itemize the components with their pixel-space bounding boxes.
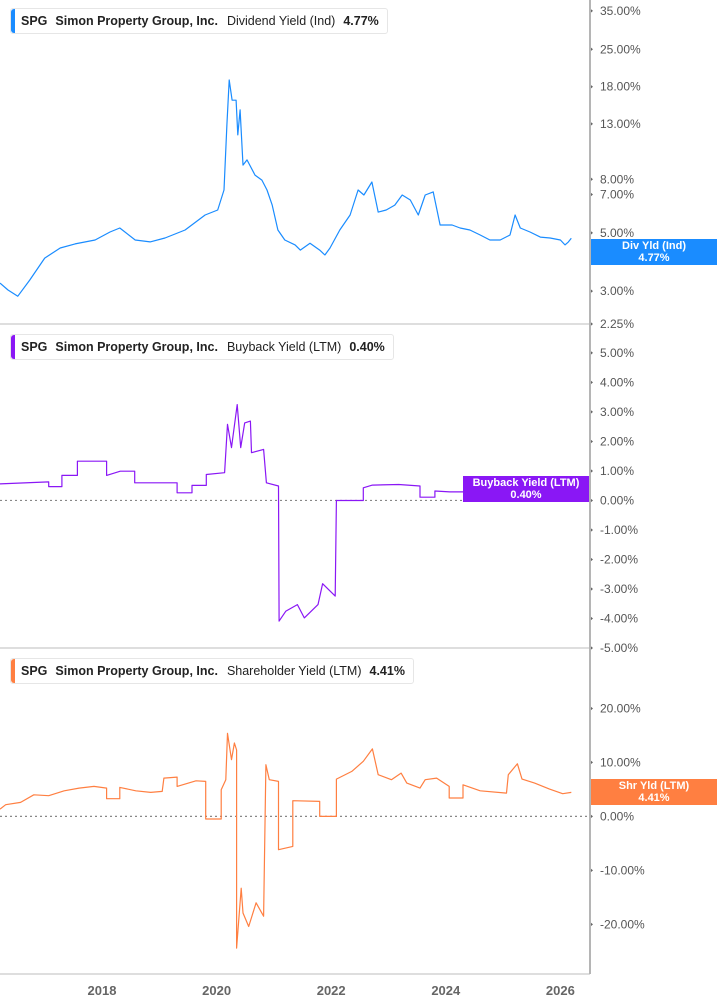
y-tick-label: 20.00% bbox=[600, 701, 641, 715]
badge-label: Div Yld (Ind) bbox=[622, 240, 686, 253]
y-tick-label: -2.00% bbox=[600, 552, 638, 566]
y-tick-label: -3.00% bbox=[600, 582, 638, 596]
y-tick-label: 7.00% bbox=[600, 188, 634, 202]
y-tick-label: -1.00% bbox=[600, 523, 638, 537]
last-value-badge-shareholder: Shr Yld (LTM) 4.41% bbox=[591, 779, 717, 806]
y-tick-label: 25.00% bbox=[600, 42, 641, 56]
badge-value: 4.41% bbox=[638, 792, 670, 805]
y-tick-label: 10.00% bbox=[600, 755, 641, 769]
legend-metric: Dividend Yield (Ind) bbox=[226, 14, 336, 28]
x-tick-label: 2022 bbox=[317, 983, 346, 998]
badge-label: Shr Yld (LTM) bbox=[618, 780, 690, 793]
legend-company: Simon Property Group, Inc. bbox=[55, 664, 218, 678]
x-tick-label: 2026 bbox=[546, 983, 575, 998]
y-tick-label: -4.00% bbox=[600, 611, 638, 625]
y-tick-label: 5.00% bbox=[600, 226, 634, 240]
legend-dividend-yield: SPG Simon Property Group, Inc. Dividend … bbox=[10, 8, 388, 34]
y-tick-label: -10.00% bbox=[600, 863, 645, 877]
legend-shareholder-yield: SPG Simon Property Group, Inc. Sharehold… bbox=[10, 658, 414, 684]
y-tick-label: 0.00% bbox=[600, 809, 634, 823]
y-tick-label: 4.00% bbox=[600, 375, 634, 389]
y-tick-label: 8.00% bbox=[600, 172, 634, 186]
legend-ticker: SPG bbox=[21, 340, 48, 354]
y-tick-label: 0.00% bbox=[600, 493, 634, 507]
legend-value: 0.40% bbox=[349, 340, 385, 354]
legend-ticker: SPG bbox=[21, 14, 48, 28]
legend-company: Simon Property Group, Inc. bbox=[55, 14, 218, 28]
legend-buyback-yield: SPG Simon Property Group, Inc. Buyback Y… bbox=[10, 334, 394, 360]
y-tick-label: -20.00% bbox=[600, 917, 645, 931]
legend-metric: Shareholder Yield (LTM) bbox=[226, 664, 362, 678]
y-tick-label: 13.00% bbox=[600, 117, 641, 131]
legend-value: 4.77% bbox=[343, 14, 379, 28]
x-tick-label: 2024 bbox=[431, 983, 461, 998]
series-color-marker bbox=[11, 659, 15, 683]
series-color-marker bbox=[11, 335, 15, 359]
series-line-2 bbox=[0, 732, 572, 949]
series-line-1 bbox=[0, 404, 572, 622]
badge-label: Buyback Yield (LTM) bbox=[472, 476, 580, 489]
legend-company: Simon Property Group, Inc. bbox=[55, 340, 218, 354]
y-tick-label: 3.00% bbox=[600, 284, 634, 298]
legend-metric: Buyback Yield (LTM) bbox=[226, 340, 342, 354]
y-tick-label: 2.25% bbox=[600, 317, 634, 331]
x-tick-label: 2018 bbox=[88, 983, 117, 998]
x-tick-label: 2020 bbox=[202, 983, 231, 998]
y-tick-label: 1.00% bbox=[600, 464, 634, 478]
legend-ticker: SPG bbox=[21, 664, 48, 678]
last-value-badge-buyback: Buyback Yield (LTM) 0.40% bbox=[463, 475, 589, 502]
last-value-badge-dividend: Div Yld (Ind) 4.77% bbox=[591, 239, 717, 266]
y-tick-label: 3.00% bbox=[600, 405, 634, 419]
series-line-0 bbox=[0, 79, 572, 297]
y-tick-label: 2.00% bbox=[600, 434, 634, 448]
series-color-marker bbox=[11, 9, 15, 33]
legend-value: 4.41% bbox=[369, 664, 405, 678]
y-tick-label: 5.00% bbox=[600, 346, 634, 360]
badge-value: 4.77% bbox=[638, 252, 670, 265]
badge-value: 0.40% bbox=[510, 488, 542, 501]
y-tick-label: 35.00% bbox=[600, 4, 641, 18]
y-tick-label: 18.00% bbox=[600, 80, 641, 94]
y-tick-label: -5.00% bbox=[600, 641, 638, 655]
